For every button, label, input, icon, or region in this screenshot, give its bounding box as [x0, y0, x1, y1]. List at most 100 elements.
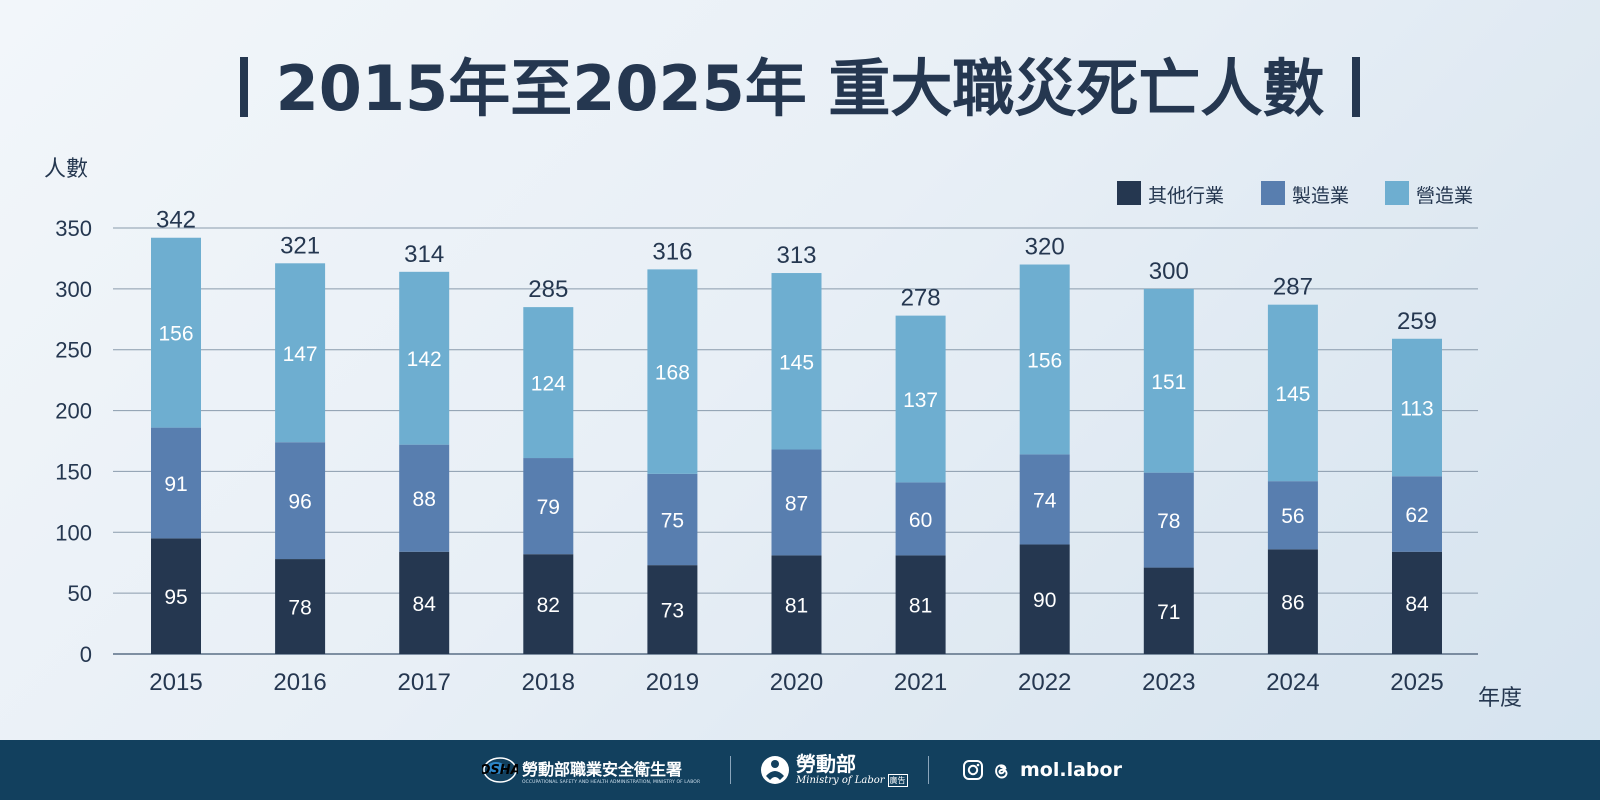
ministry-name: 勞動部 [796, 751, 856, 776]
bar-value-label: 81 [785, 595, 808, 618]
bar-value-label: 90 [1033, 589, 1056, 612]
bar-value-label: 84 [1405, 593, 1429, 616]
y-tick-label: 250 [55, 338, 92, 363]
legend-label: 其他行業 [1148, 185, 1224, 207]
bar-value-label: 142 [407, 348, 442, 371]
bar-value-label: 88 [413, 488, 436, 511]
bar-segment [647, 269, 698, 474]
bar-value-label: 156 [158, 323, 193, 346]
bar-value-label: 86 [1281, 592, 1304, 615]
instagram-icon [963, 760, 983, 780]
footer-divider [928, 756, 929, 784]
footer-bar: OSHA 勞動部職業安全衛生署 OCCUPATIONAL SAFETY AND … [0, 740, 1600, 800]
x-tick-label: 2025 [1390, 669, 1443, 696]
legend-swatch [1385, 181, 1409, 205]
bar-segment [1143, 472, 1194, 568]
bar-segment [1267, 304, 1318, 482]
bar-segment [1267, 549, 1318, 654]
legend-swatch [1117, 181, 1141, 205]
bar-value-label: 156 [1027, 349, 1062, 372]
bar-value-label: 75 [661, 510, 684, 533]
legend-swatch [1261, 181, 1285, 205]
bar-value-label: 87 [785, 492, 808, 515]
bar-value-label: 79 [537, 496, 560, 519]
footer-divider [730, 756, 731, 784]
bar-value-label: 95 [164, 586, 187, 609]
bar-total-label: 287 [1273, 274, 1313, 301]
bar-value-label: 151 [1151, 371, 1186, 394]
bar-segment [399, 551, 450, 654]
bar-segment [895, 482, 946, 556]
osha-block: OSHA 勞動部職業安全衛生署 OCCUPATIONAL SAFETY AND … [482, 740, 700, 800]
ministry-subtitle: Ministry of Labor [796, 774, 885, 786]
bar-value-label: 124 [531, 373, 566, 396]
bar-segment [275, 559, 326, 654]
bar-value-label: 91 [164, 473, 187, 496]
bar-segment [1143, 288, 1194, 473]
agency-name: 勞動部職業安全衛生署 [522, 759, 683, 779]
bar-value-label: 62 [1405, 504, 1428, 527]
osha-logo-icon: OSHA [482, 757, 518, 783]
bar-segment [895, 555, 946, 654]
bar-value-label: 137 [903, 389, 938, 412]
chart-title: 2015年至2025年 重大職災死亡人數 [0, 44, 1600, 134]
x-tick-label: 2016 [273, 669, 326, 696]
x-tick-label: 2021 [894, 669, 947, 696]
bar-segment [647, 565, 698, 654]
social-block: mol.labor [962, 740, 1122, 800]
bar-segment [647, 473, 698, 566]
x-tick-label: 2017 [398, 669, 451, 696]
x-tick-label: 2015 [149, 669, 202, 696]
x-tick-label: 2019 [646, 669, 699, 696]
bar-segment [771, 273, 822, 450]
legend-label: 製造業 [1292, 185, 1349, 207]
bar-segment [1019, 454, 1070, 545]
y-tick-label: 0 [80, 642, 92, 667]
bar-value-label: 74 [1033, 489, 1057, 512]
x-tick-label: 2018 [522, 669, 575, 696]
bar-total-label: 316 [652, 238, 692, 265]
bar-total-label: 259 [1397, 308, 1437, 335]
bar-total-label: 278 [901, 285, 941, 312]
bar-segment [151, 427, 201, 539]
bar-value-label: 73 [661, 600, 684, 623]
bar-value-label: 56 [1281, 505, 1304, 528]
bar-value-label: 113 [1400, 398, 1433, 421]
bar-value-label: 60 [909, 509, 932, 532]
bar-value-label: 82 [537, 594, 560, 617]
bar-segment [275, 442, 326, 560]
bar-segment [1392, 476, 1442, 552]
x-axis-label: 年度 [1478, 686, 1522, 711]
bar-total-label: 285 [528, 276, 568, 303]
bar-segment [771, 555, 822, 654]
bar-total-label: 321 [280, 232, 320, 259]
y-axis-label: 人數 [44, 157, 88, 182]
ad-tag: 廣告 [887, 773, 908, 787]
bar-value-label: 96 [288, 491, 311, 514]
bar-value-label: 84 [413, 593, 437, 616]
bar-value-label: 147 [283, 343, 318, 366]
threads-icon [995, 764, 1008, 779]
y-tick-label: 300 [55, 277, 92, 302]
y-tick-label: 50 [68, 581, 92, 606]
bar-segment [523, 458, 574, 555]
social-handle: mol.labor [1020, 759, 1122, 781]
bar-total-label: 320 [1025, 234, 1065, 261]
agency-subtitle: OCCUPATIONAL SAFETY AND HEALTH ADMINISTR… [522, 779, 701, 785]
bar-segment [1019, 544, 1070, 654]
bar-segment [275, 263, 326, 443]
x-tick-label: 2023 [1142, 669, 1195, 696]
bar-segment [895, 315, 946, 483]
x-tick-label: 2024 [1266, 669, 1319, 696]
bar-total-label: 300 [1149, 258, 1189, 285]
ministry-logo-icon [761, 756, 789, 784]
y-tick-label: 200 [55, 399, 92, 424]
bar-value-label: 145 [779, 351, 814, 374]
bar-value-label: 78 [1157, 510, 1180, 533]
osha-logo-text: OSHA [482, 763, 518, 778]
bar-total-label: 313 [776, 242, 816, 269]
chart-title-text: 2015年至2025年 重大職災死亡人數 [275, 52, 1325, 125]
bar-value-label: 168 [655, 362, 690, 385]
bar-segment [523, 554, 574, 654]
